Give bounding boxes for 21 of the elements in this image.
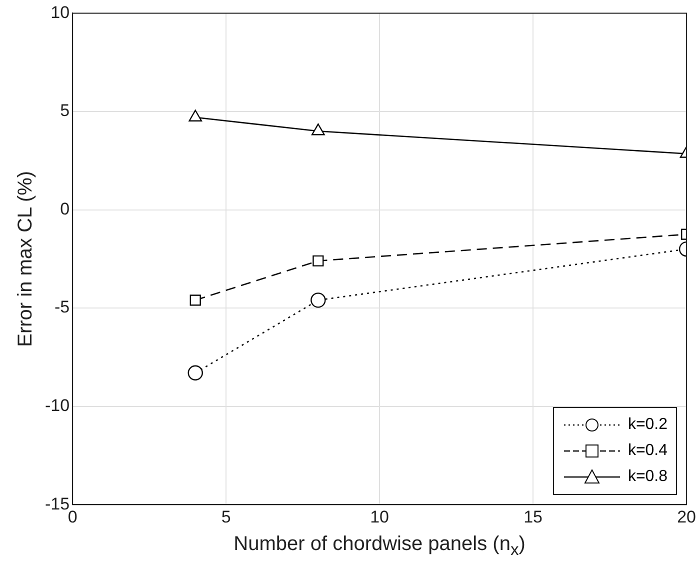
y-tick-label: -10	[44, 396, 70, 416]
legend-label: k=0.8	[628, 468, 668, 486]
point	[310, 292, 326, 308]
x-tick-label: 10	[370, 507, 390, 526]
y-tick-label: 0	[60, 199, 70, 218]
y-axis-title: Error in max CL (%)	[14, 170, 37, 347]
x-tick-label: 5	[221, 507, 231, 526]
point	[312, 255, 324, 266]
point	[188, 110, 202, 122]
x-tick-label: 20	[677, 507, 696, 526]
y-tick-label: -5	[54, 298, 70, 317]
legend-label: k=0.4	[628, 442, 668, 460]
y-tick-label: -15	[44, 494, 70, 514]
y-tick-label: 10	[50, 2, 70, 22]
point	[188, 365, 203, 381]
y-tick-label: 5	[60, 101, 70, 120]
legend-label: k=0.2	[628, 416, 668, 434]
point	[312, 124, 325, 136]
x-axis-title: Number of chordwise panels (n$_{x}$)	[234, 532, 526, 560]
x-tick-label: 15	[524, 507, 543, 526]
point	[190, 294, 201, 306]
